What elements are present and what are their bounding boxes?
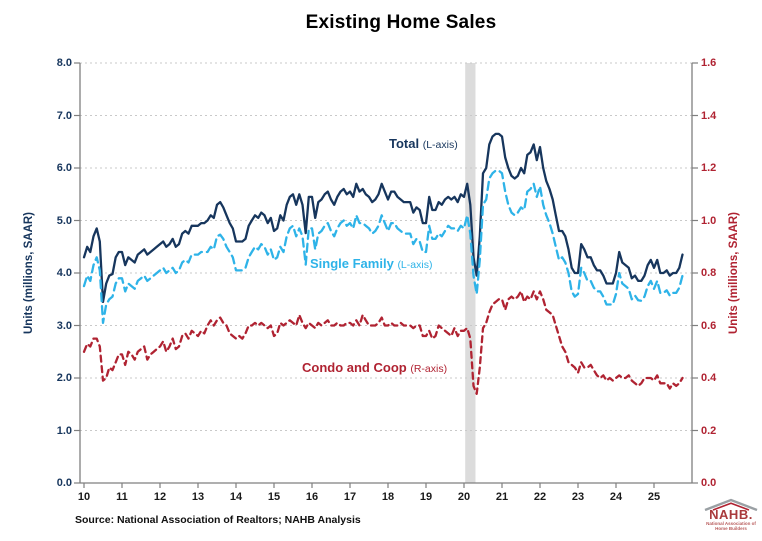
y-axis-right-tick-label: 0.0 xyxy=(701,477,717,489)
x-axis-tick-label: 15 xyxy=(267,491,281,503)
x-axis-tick-label: 25 xyxy=(647,491,661,503)
nahb-wordmark: NAHB. xyxy=(709,507,753,522)
x-axis-tick-label: 19 xyxy=(419,491,433,503)
legend-total-label: Total xyxy=(389,136,420,151)
legend-single-family: Single Family (L-axis) xyxy=(310,256,432,271)
y-axis-left-tick-label: 4.0 xyxy=(56,267,72,279)
y-axis-right-tick-label: 1.4 xyxy=(701,109,717,122)
nahb-tagline: National Association of Home Builders xyxy=(706,521,756,531)
chart-title: Existing Home Sales xyxy=(305,12,497,33)
y-axis-right-tick-label: 0.8 xyxy=(701,267,717,279)
left-axis-title: Units (millions, SAAR) xyxy=(23,211,35,335)
x-axis-tick-label: 14 xyxy=(229,491,243,503)
y-axis-left-tick-label: 0.0 xyxy=(56,477,72,489)
x-axis-tick-label: 16 xyxy=(305,491,319,503)
y-axis-left-tick-label: 2.0 xyxy=(56,372,72,384)
legend-condo: Condo and Coop (R-axis) xyxy=(302,360,447,375)
legend-condo-axis-note: (R-axis) xyxy=(410,363,448,375)
x-axis-tick-label: 11 xyxy=(116,491,128,503)
legend-single-family-label: Single Family xyxy=(310,256,394,271)
nahb-roof-icon xyxy=(704,498,758,511)
single-family-line xyxy=(82,169,684,325)
y-axis-left-tick-label: 8.0 xyxy=(56,57,72,69)
y-axis-right-tick-label: 1.0 xyxy=(701,214,717,227)
legend-total: Total (L-axis) xyxy=(389,136,458,151)
nahb-logo: NAHB. National Association of Home Build… xyxy=(701,498,761,540)
x-axis-tick-label: 17 xyxy=(343,491,357,503)
condo-and-coop-line xyxy=(82,290,684,395)
y-axis-right-tick-label: 1.2 xyxy=(701,162,717,174)
total-line xyxy=(82,132,684,304)
x-axis-tick-label: 13 xyxy=(191,491,205,503)
legend-total-axis-note: (L-axis) xyxy=(422,139,458,151)
x-axis-tick-label: 12 xyxy=(153,491,167,503)
y-axis-right-tick-label: 0.6 xyxy=(701,319,717,332)
right-axis-title: Units (millions, SAAR) xyxy=(728,211,740,335)
x-axis-tick-label: 24 xyxy=(609,491,623,503)
legend-single-family-axis-note: (L-axis) xyxy=(397,259,433,271)
y-axis-right-tick-label: 1.6 xyxy=(701,57,717,69)
y-axis-left-tick-label: 5.0 xyxy=(56,214,72,227)
x-axis-tick-label: 21 xyxy=(495,491,509,503)
x-axis-tick-label: 10 xyxy=(77,491,91,503)
source-note: Source: National Association of Realtors… xyxy=(75,514,361,526)
x-axis-tick-label: 18 xyxy=(381,491,395,503)
y-axis-right-tick-label: 0.2 xyxy=(701,424,717,437)
legend-condo-label: Condo and Coop xyxy=(302,360,407,375)
y-axis-right-tick-label: 0.4 xyxy=(701,372,717,384)
y-axis-left-tick-label: 7.0 xyxy=(56,109,72,122)
x-axis-tick-label: 22 xyxy=(533,491,547,503)
y-axis-left-tick-label: 3.0 xyxy=(56,319,72,332)
x-axis-tick-label: 20 xyxy=(457,491,471,503)
y-axis-left-tick-label: 6.0 xyxy=(56,162,72,174)
y-axis-left-tick-label: 1.0 xyxy=(56,424,72,437)
x-axis-tick-label: 23 xyxy=(571,491,585,503)
